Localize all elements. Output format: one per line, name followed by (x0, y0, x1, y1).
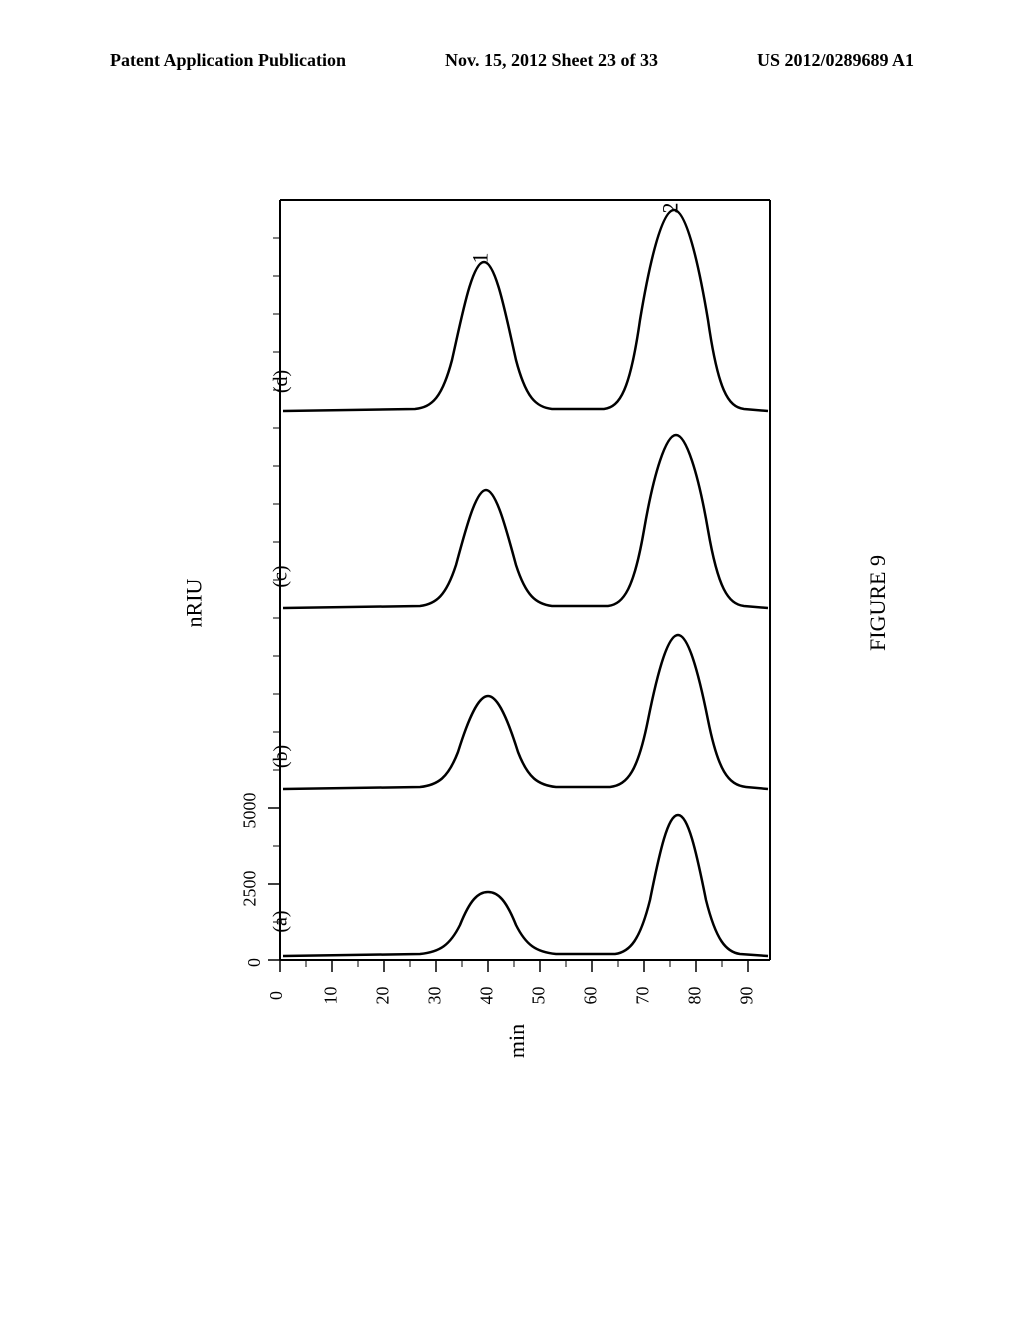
xtick-3: 30 (425, 987, 446, 1005)
header-left: Patent Application Publication (110, 50, 346, 71)
y-ticks (268, 238, 280, 960)
series-label-a: (a) (270, 910, 293, 932)
ytick-0: 0 (244, 958, 265, 967)
xtick-2: 20 (373, 987, 394, 1005)
xtick-9: 90 (737, 987, 758, 1005)
figure-caption: FIGURE 9 (865, 555, 891, 651)
peak-label-1: 1 (468, 253, 494, 264)
series-label-d: (d) (270, 370, 293, 393)
peak-label-2: 2 (658, 203, 684, 214)
xtick-0: 0 (266, 991, 287, 1000)
xtick-1: 10 (321, 987, 342, 1005)
curve-a (283, 815, 768, 956)
xtick-4: 40 (477, 987, 498, 1005)
header-right: US 2012/0289689 A1 (757, 50, 914, 71)
series-label-b: (b) (270, 745, 293, 768)
page-header: Patent Application Publication Nov. 15, … (0, 50, 1024, 71)
x-ticks (280, 960, 748, 972)
curve-c (283, 435, 768, 608)
xtick-6: 60 (581, 987, 602, 1005)
xtick-7: 70 (633, 987, 654, 1005)
x-axis-label: min (504, 1024, 530, 1058)
ytick-2: 5000 (240, 793, 261, 829)
chromatogram-chart (220, 180, 780, 1000)
chart-svg (220, 180, 780, 1000)
xtick-8: 80 (685, 987, 706, 1005)
curve-d (283, 210, 768, 411)
curve-b (283, 635, 768, 789)
ytick-1: 2500 (240, 871, 261, 907)
series-label-c: (c) (270, 565, 293, 587)
header-center: Nov. 15, 2012 Sheet 23 of 33 (445, 50, 658, 71)
y-axis-label: nRIU (181, 579, 207, 628)
xtick-5: 50 (529, 987, 550, 1005)
